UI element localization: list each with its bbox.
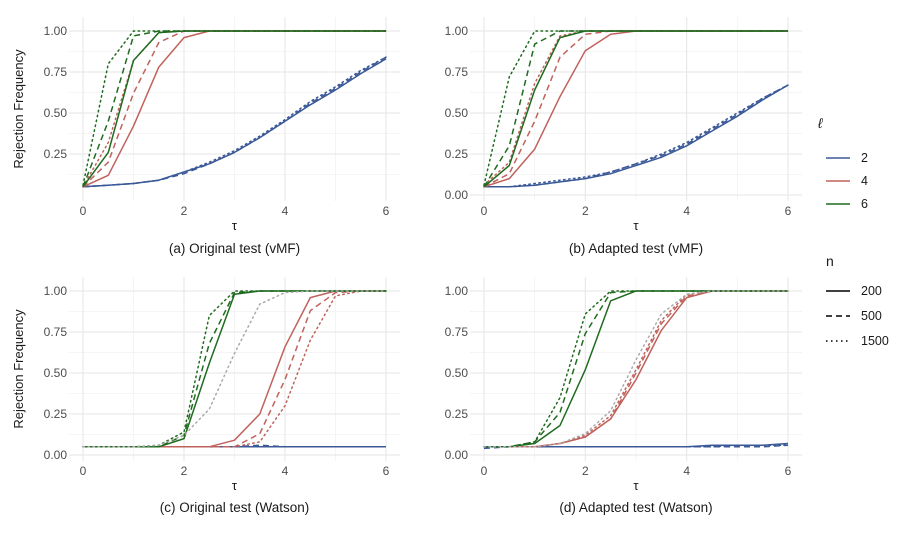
x-axis-label: τ	[633, 478, 639, 493]
legend: ℓ 2 4 6 n 200 500 1500	[817, 115, 889, 348]
x-tick-label: 4	[683, 204, 690, 218]
panel-d: 0 2 4 6 0.00 0.25 0.50 0.75 1.00 τ (d) Adapted tes…	[445, 277, 802, 515]
legend-n-1500-label: 1500	[861, 334, 889, 348]
x-tick-label: 0	[481, 464, 488, 478]
x-tick-label: 0	[80, 464, 87, 478]
x-tick-label: 6	[785, 204, 792, 218]
series-group	[82, 30, 387, 188]
y-tick-label: 0.50	[445, 106, 469, 120]
x-axis-label: τ	[232, 218, 238, 233]
y-tick-label: 0.25	[44, 147, 68, 161]
panel-caption: (a) Original test (vMF)	[169, 241, 300, 256]
y-axis-label: Rejection Frequency	[11, 49, 26, 169]
x-axis-label: τ	[232, 478, 238, 493]
legend-l-4-label: 4	[861, 174, 868, 188]
y-tick-label: 1.00	[445, 24, 469, 38]
legend-n-500-label: 500	[861, 309, 882, 323]
x-tick-label: 2	[582, 204, 589, 218]
x-tick-label: 4	[683, 464, 690, 478]
y-tick-label: 0.00	[445, 188, 469, 202]
y-tick-label: 0.75	[445, 65, 469, 79]
x-tick-label: 6	[785, 464, 792, 478]
series-group	[483, 290, 789, 450]
x-tick-label: 0	[481, 204, 488, 218]
panel-caption: (c) Original test (Watson)	[160, 500, 310, 515]
legend-n-title: n	[826, 253, 834, 269]
y-tick-label: 0.25	[44, 407, 68, 421]
y-tick-label: 0.25	[445, 407, 469, 421]
series-line-l4-n1500	[483, 290, 789, 448]
y-tick-label: 0.50	[44, 106, 68, 120]
panel-a: 0 2 4 6 0.25 0.50 0.75 1.00 τ Rejection Frequency…	[11, 17, 400, 256]
gridlines	[470, 277, 802, 461]
legend-l-6-label: 6	[861, 197, 868, 211]
series-line-l2-n1500	[82, 56, 387, 188]
y-tick-label: 0.00	[44, 448, 68, 462]
panel-b: 0 2 4 6 0.00 0.25 0.50 0.75 1.00 τ (b) Adapted tes…	[445, 17, 802, 256]
legend-l-2-label: 2	[861, 151, 868, 165]
x-tick-label: 0	[80, 204, 87, 218]
x-tick-label: 4	[282, 464, 289, 478]
series-line-l2-n1500	[483, 84, 789, 188]
x-tick-label: 2	[181, 204, 188, 218]
series-line-l6-n1500	[483, 30, 789, 186]
series-line-l6-n1500	[82, 290, 387, 448]
x-tick-label: 6	[383, 204, 390, 218]
panel-caption: (b) Adapted test (vMF)	[569, 241, 703, 256]
x-tick-label: 2	[582, 464, 589, 478]
y-tick-label: 0.50	[44, 366, 68, 380]
x-tick-label: 6	[383, 464, 390, 478]
y-tick-label: 1.00	[445, 284, 469, 298]
panel-caption: (d) Adapted test (Watson)	[559, 500, 712, 515]
series-line-l6-n1500	[82, 30, 387, 186]
x-tick-label: 2	[181, 464, 188, 478]
y-tick-label: 0.75	[44, 325, 68, 339]
y-tick-label: 0.00	[445, 448, 469, 462]
series-line-l4-n1500	[483, 30, 789, 186]
series-group	[483, 30, 789, 188]
y-tick-label: 0.50	[445, 366, 469, 380]
gridlines	[69, 277, 400, 461]
legend-l-title: ℓ	[817, 115, 823, 131]
panel-c: 0 2 4 6 0.00 0.25 0.50 0.75 1.00 τ Rejection Frequ…	[11, 277, 400, 515]
x-axis-label: τ	[633, 218, 639, 233]
y-axis-label: Rejection Frequency	[11, 309, 26, 429]
series-group	[82, 290, 387, 448]
y-tick-label: 1.00	[44, 24, 68, 38]
y-tick-label: 0.75	[445, 325, 469, 339]
legend-n-200-label: 200	[861, 284, 882, 298]
series-line-l6-n500	[483, 30, 788, 188]
y-tick-label: 0.25	[445, 147, 469, 161]
y-tick-label: 1.00	[44, 284, 68, 298]
gridlines	[470, 17, 802, 201]
y-tick-label: 0.75	[44, 65, 68, 79]
x-tick-label: 4	[282, 204, 289, 218]
